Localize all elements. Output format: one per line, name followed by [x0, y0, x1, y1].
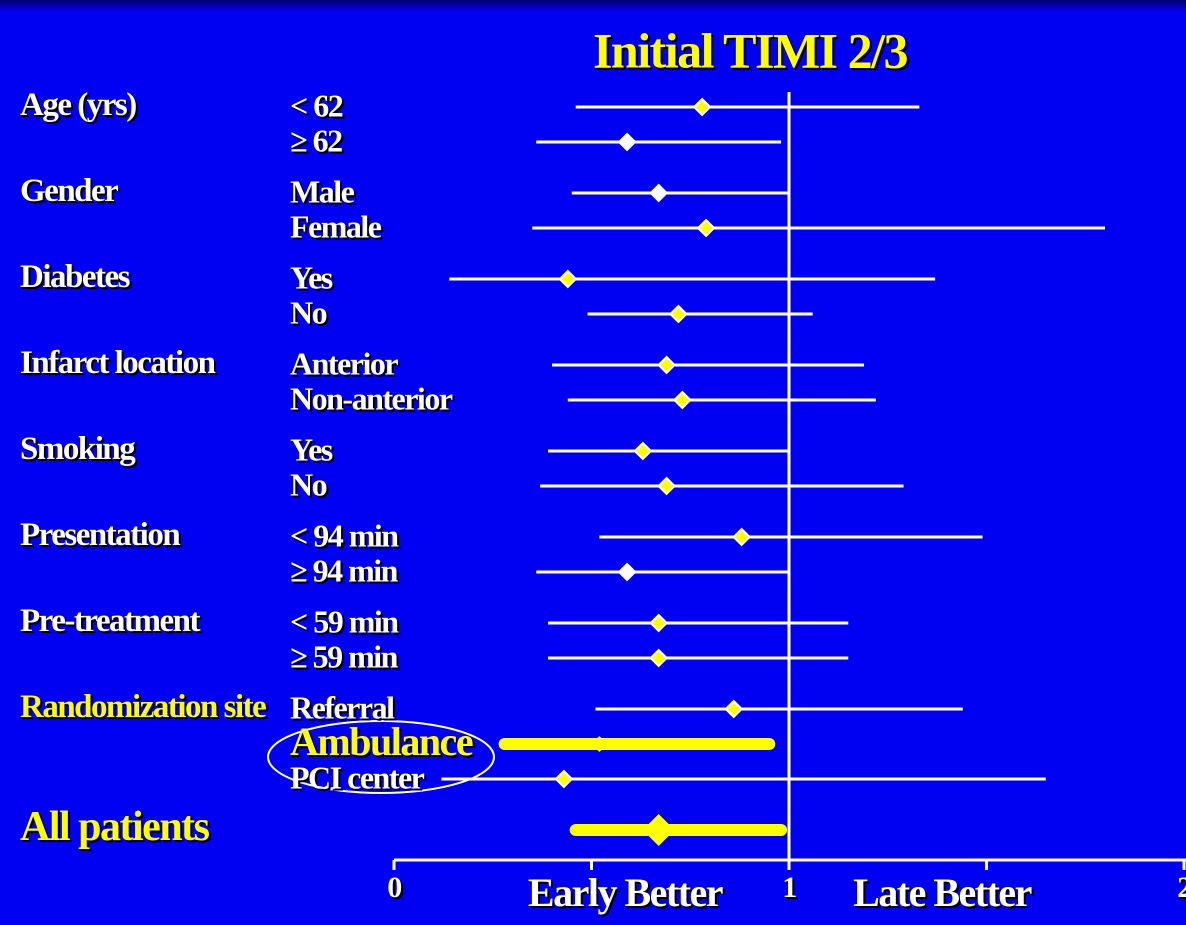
subgroup-label: ≥ 62: [290, 122, 342, 158]
axis-label-left: Early Better: [528, 870, 723, 915]
point-estimate: [696, 218, 716, 238]
point-estimate: [633, 441, 653, 461]
group-label: Pre-treatment: [20, 603, 201, 639]
subgroup-label: No: [290, 466, 327, 502]
group-label: Infarct location: [20, 345, 216, 381]
subgroup-label: Referral: [290, 689, 395, 725]
point-estimate: [732, 527, 752, 547]
point-estimate: [649, 183, 669, 203]
point-estimate: [657, 355, 676, 375]
subgroup-label: < 62: [290, 87, 343, 123]
point-estimate: [657, 476, 676, 496]
x-tick-label: 0: [387, 871, 401, 904]
axis-label-right: Late Better: [853, 870, 1032, 915]
point-estimate: [554, 769, 574, 789]
x-tick-label: 2: [1177, 871, 1186, 904]
point-estimate: [692, 97, 712, 117]
subgroup-label: Anterior: [290, 345, 398, 381]
point-estimate: [617, 132, 637, 152]
group-label: Presentation: [20, 517, 181, 553]
group-label: Randomization site: [20, 689, 267, 725]
highlight-ellipse: [267, 720, 495, 794]
subgroup-label: PCI center: [290, 759, 425, 795]
subgroup-label: ≥ 59 min: [290, 638, 399, 674]
group-label: All patients: [20, 804, 210, 850]
group-label: Age (yrs): [20, 87, 137, 123]
point-estimate: [591, 736, 608, 752]
subgroup-label: No: [290, 294, 327, 330]
point-estimate: [649, 648, 669, 668]
subgroup-label: Male: [290, 173, 355, 209]
group-label: Diabetes: [20, 259, 130, 295]
subgroup-label: < 94 min: [290, 517, 399, 553]
subgroup-label: Ambulance: [290, 719, 473, 764]
point-estimate: [724, 699, 744, 719]
point-estimate: [617, 562, 637, 582]
point-estimate: [642, 814, 675, 846]
point-estimate: [558, 269, 578, 289]
subgroup-label: Female: [290, 208, 382, 244]
point-estimate: [672, 390, 692, 410]
subgroup-label: ≥ 94 min: [290, 552, 399, 588]
x-tick-label: 1: [782, 871, 796, 904]
group-label: Smoking: [20, 431, 136, 467]
subgroup-label: Yes: [290, 259, 333, 295]
chart-title: Initial TIMI 2/3: [593, 22, 908, 78]
point-estimate: [649, 613, 669, 633]
subgroup-label: < 59 min: [290, 603, 399, 639]
subgroup-label: Non-anterior: [290, 380, 453, 416]
subgroup-label: Yes: [290, 431, 333, 467]
group-label: Gender: [20, 173, 119, 209]
point-estimate: [668, 304, 688, 324]
